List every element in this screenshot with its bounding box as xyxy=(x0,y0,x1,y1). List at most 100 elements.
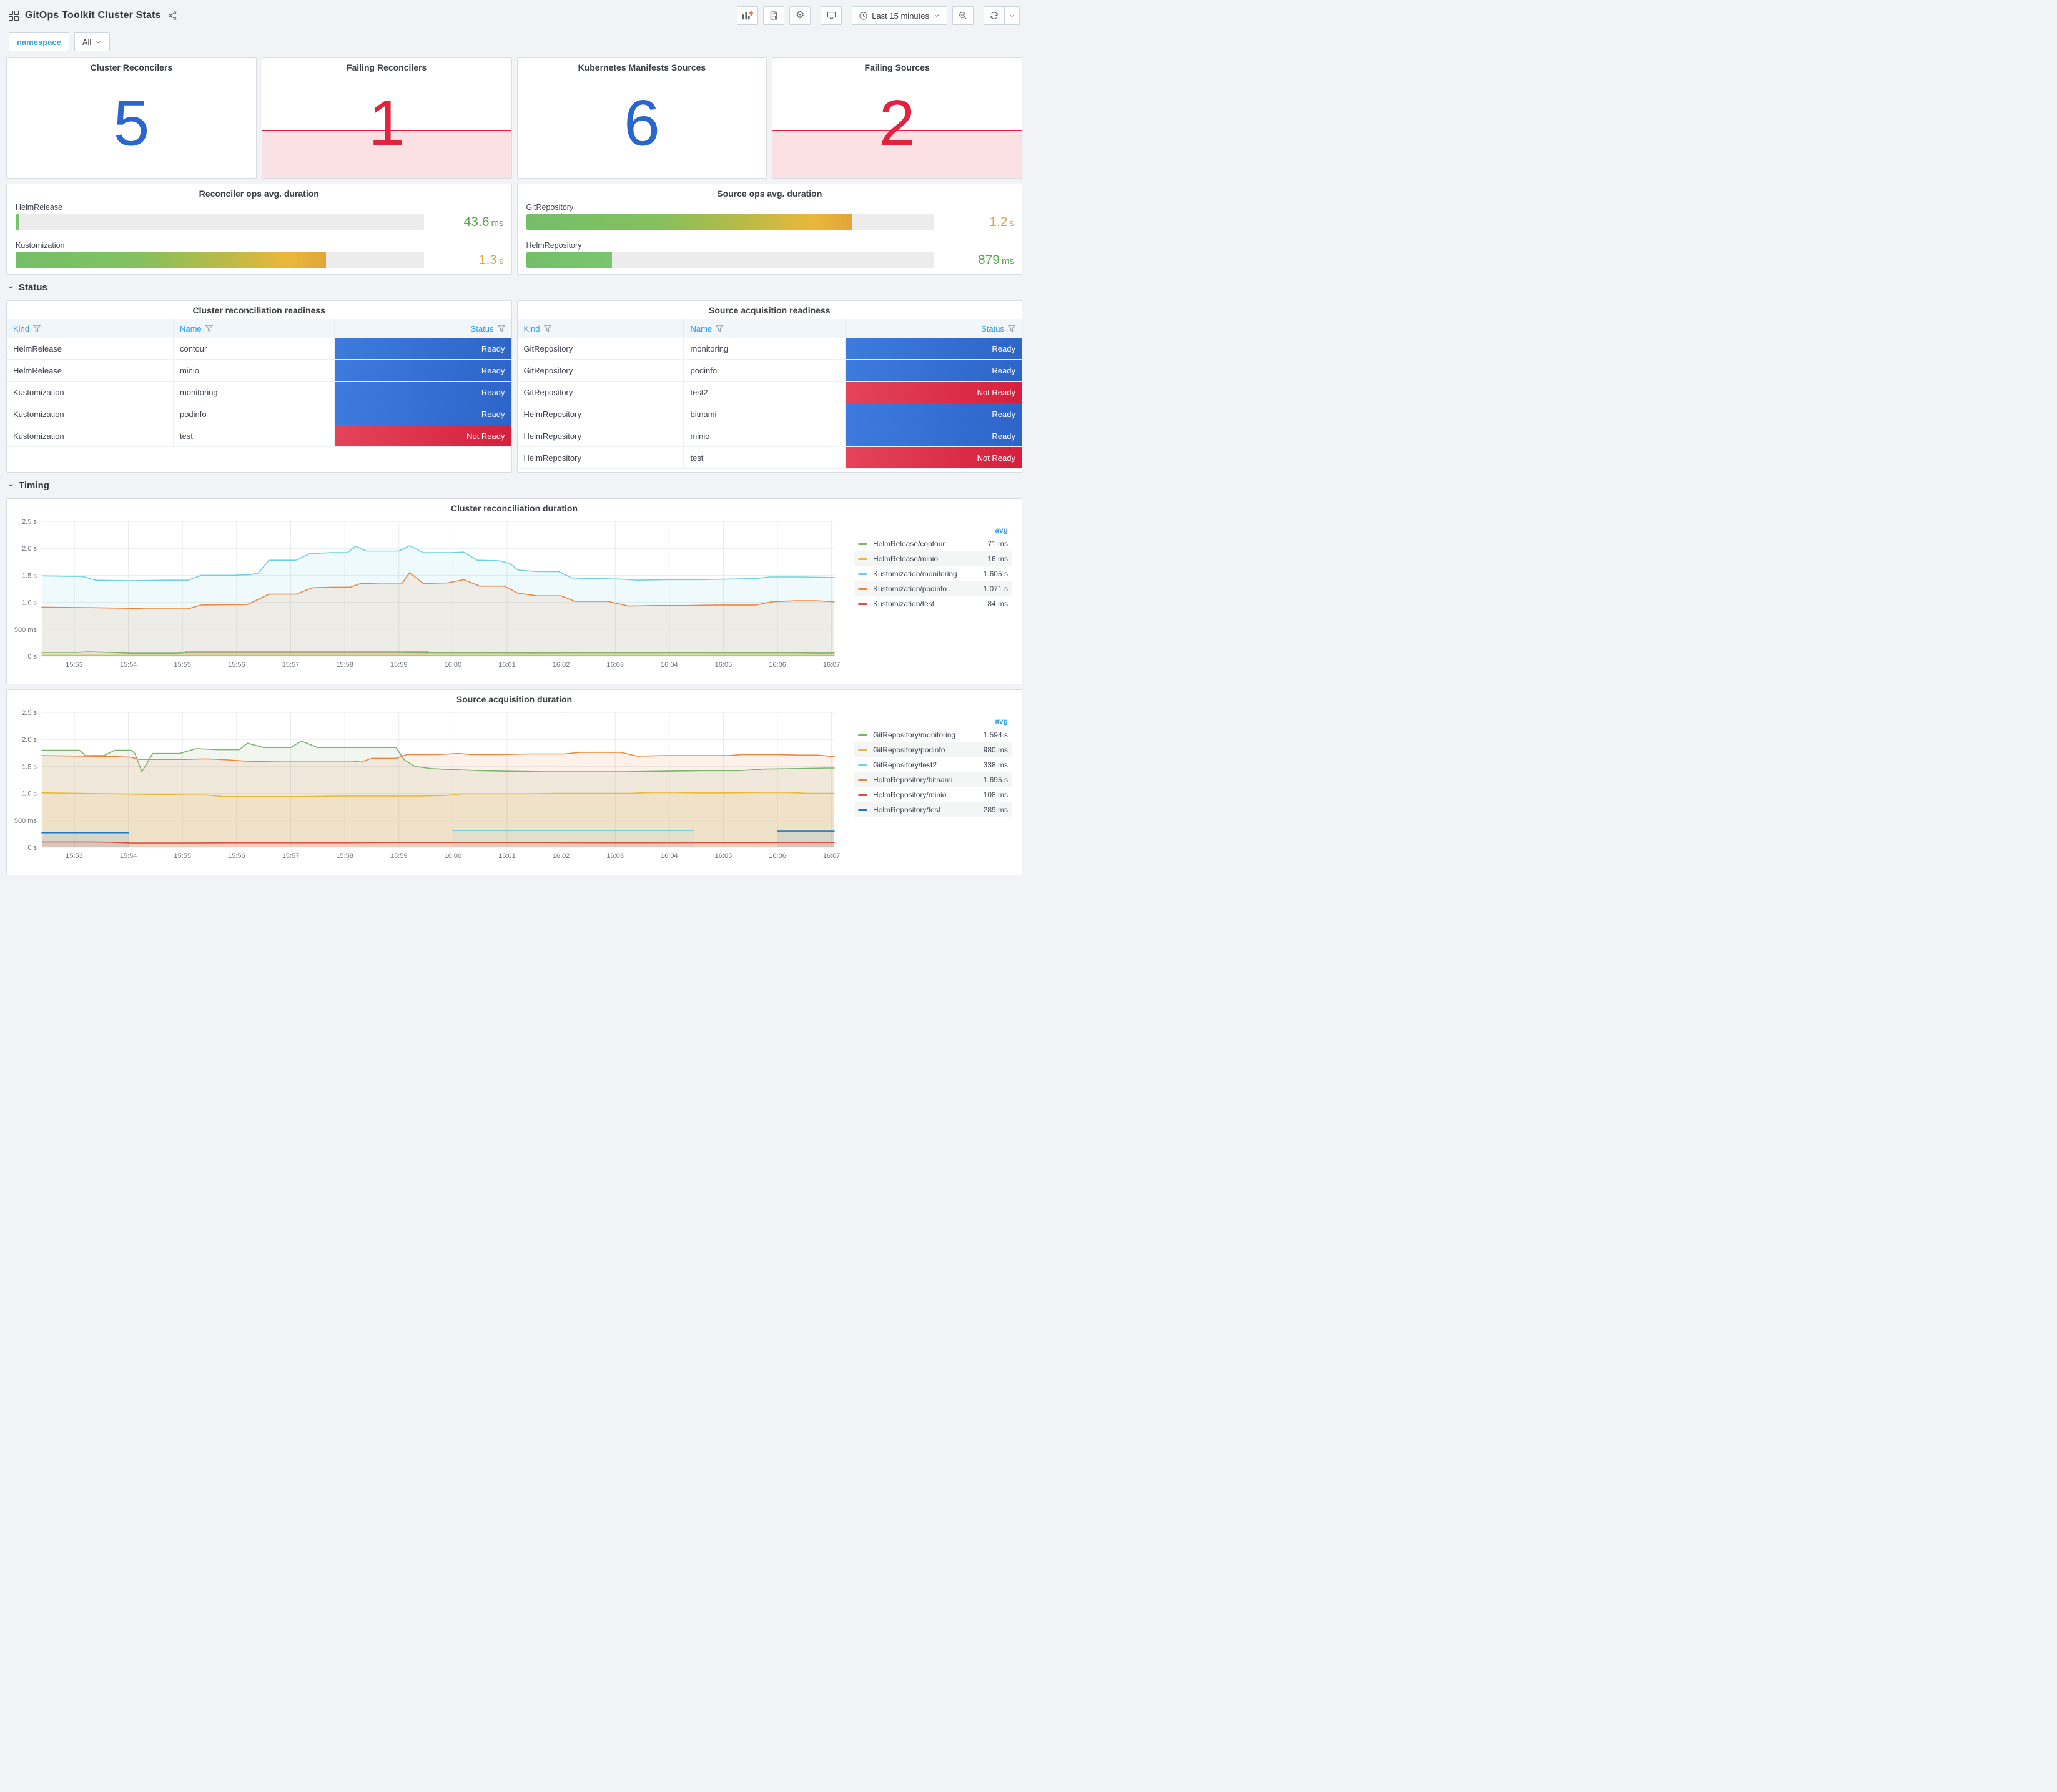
sparkline-fill xyxy=(262,131,511,178)
svg-text:15:53: 15:53 xyxy=(66,852,83,860)
table-row: GitRepository test2 Not Ready xyxy=(517,381,1022,403)
svg-text:15:53: 15:53 xyxy=(66,661,83,669)
gauge-value: 43.6 ms xyxy=(463,215,504,229)
legend-series-name[interactable]: GitRepository/monitoring xyxy=(873,731,956,739)
legend-avg-header[interactable]: avg xyxy=(995,717,1008,726)
legend-item: GitRepository/monitoring 1.594 s xyxy=(854,727,1012,742)
table-panel-source-readiness: Source acquisition readiness Kind Name S… xyxy=(516,300,1022,473)
legend-series-name[interactable]: GitRepository/test2 xyxy=(873,761,937,769)
time-series-plot[interactable]: 0 s 500 ms 1.0 s 1.5 s 2.0 s 2.5 s 15:53 15:54 1… xyxy=(9,706,843,864)
chevron-down-icon xyxy=(1010,14,1014,17)
dashboard-header: GitOps Toolkit Cluster Stats ⚙ xyxy=(0,0,1028,29)
legend-series-name[interactable]: GitRepository/podinfo xyxy=(873,746,945,754)
column-header-name[interactable]: Name xyxy=(683,319,846,338)
svg-text:1.5 s: 1.5 s xyxy=(22,572,37,579)
svg-text:2.5 s: 2.5 s xyxy=(22,709,37,717)
filter-icon[interactable] xyxy=(1008,325,1015,332)
panel-title[interactable]: Source acquisition readiness xyxy=(708,305,831,315)
legend-series-name[interactable]: HelmRepository/test xyxy=(873,805,941,814)
refresh-button[interactable] xyxy=(984,6,1005,25)
gauge-track xyxy=(16,214,424,230)
variable-namespace-label: namespace xyxy=(9,32,69,51)
legend-series-name[interactable]: Kustomization/test xyxy=(873,599,935,608)
section-header-timing[interactable]: Timing xyxy=(6,478,1022,493)
legend-series-avg: 289 ms xyxy=(983,805,1008,814)
table-row: HelmRepository test Not Ready xyxy=(517,446,1022,469)
chart-panel-cluster-reconciliation-duration: Cluster reconciliation duration 0 s 500 m… xyxy=(6,498,1022,684)
svg-text:16:06: 16:06 xyxy=(769,661,786,669)
section-header-status[interactable]: Status xyxy=(6,280,1022,295)
gauge-fill xyxy=(526,252,612,268)
svg-text:15:57: 15:57 xyxy=(282,852,300,860)
gauge-value: 879 ms xyxy=(977,253,1014,267)
dashboard-settings-button[interactable]: ⚙ xyxy=(789,6,811,25)
legend-avg-header[interactable]: avg xyxy=(995,526,1008,534)
legend-series-name[interactable]: HelmRepository/bitnami xyxy=(873,775,953,784)
legend-series-avg: 1.605 s xyxy=(983,569,1008,578)
page-title: GitOps Toolkit Cluster Stats xyxy=(25,10,161,21)
legend-series-avg: 84 ms xyxy=(987,599,1008,608)
column-header-kind[interactable]: Kind xyxy=(7,319,174,338)
legend-series-name[interactable]: Kustomization/monitoring xyxy=(873,569,957,578)
share-icon[interactable] xyxy=(167,11,177,21)
panel-title[interactable]: Cluster reconciliation readiness xyxy=(192,305,325,315)
stat-panel-cluster-reconcilers: Cluster Reconcilers 5 xyxy=(6,57,257,179)
legend-series-color xyxy=(858,749,867,751)
panel-title[interactable]: Source acquisition duration xyxy=(456,694,573,704)
column-header-status[interactable]: Status xyxy=(845,319,1022,338)
legend-item: HelmRelease/contour 71 ms xyxy=(854,536,1012,551)
legend-series-name[interactable]: HelmRepository/minio xyxy=(873,790,947,799)
gauge-item-helmrelease: HelmRelease 43.6 ms xyxy=(16,203,504,230)
filter-icon[interactable] xyxy=(205,325,213,332)
variable-namespace-dropdown[interactable]: All xyxy=(74,32,111,51)
legend-series-color xyxy=(858,543,867,545)
time-series-plot[interactable]: 0 s 500 ms 1.0 s 1.5 s 2.0 s 2.5 s 15:53 15:54 1… xyxy=(9,515,843,672)
chart-legend: avg HelmRelease/contour 71 ms HelmRelease/m… xyxy=(843,524,1018,682)
cell-kind: GitRepository xyxy=(517,381,684,403)
column-header-name[interactable]: Name xyxy=(173,319,335,338)
legend-series-name[interactable]: HelmRelease/minio xyxy=(873,554,939,563)
panel-title[interactable]: Cluster reconciliation duration xyxy=(450,503,578,513)
column-header-status[interactable]: Status xyxy=(334,319,511,338)
table-row: GitRepository podinfo Ready xyxy=(517,359,1022,382)
filter-icon[interactable] xyxy=(497,325,505,332)
status-badge: Ready xyxy=(845,338,1022,359)
table-body: HelmRelease contour Ready HelmRelease minio R… xyxy=(7,338,511,447)
panel-title[interactable]: Cluster Reconcilers xyxy=(90,62,173,72)
cell-name: podinfo xyxy=(173,403,335,425)
filter-icon[interactable] xyxy=(716,325,724,332)
zoom-out-icon xyxy=(959,12,967,19)
gauge-fill xyxy=(526,214,853,230)
refresh-icon xyxy=(990,12,998,19)
cell-kind: GitRepository xyxy=(517,338,684,360)
zoom-out-button[interactable] xyxy=(952,6,974,25)
svg-text:16:07: 16:07 xyxy=(823,661,841,669)
filter-icon[interactable] xyxy=(33,325,41,332)
legend-series-avg: 980 ms xyxy=(983,746,1008,754)
panel-title[interactable]: Source ops avg. duration xyxy=(717,189,822,199)
panel-title[interactable]: Kubernetes Manifests Sources xyxy=(578,62,706,72)
time-range-picker[interactable]: Last 15 minutes xyxy=(852,6,947,25)
panel-title[interactable]: Failing Sources xyxy=(864,62,930,72)
legend-series-name[interactable]: Kustomization/podinfo xyxy=(873,584,947,593)
cell-status: Ready xyxy=(845,359,1022,382)
table-row: Kustomization podinfo Ready xyxy=(7,403,511,425)
svg-text:15:55: 15:55 xyxy=(174,852,191,860)
gauge-fill xyxy=(16,214,19,230)
tables-row: Cluster reconciliation readiness Kind Na… xyxy=(6,300,1022,473)
refresh-interval-dropdown[interactable] xyxy=(1005,6,1020,25)
gauge-label: Kustomization xyxy=(16,241,65,250)
filter-icon[interactable] xyxy=(543,325,551,332)
section-label: Status xyxy=(19,282,47,293)
gauge-panel-reconciler-ops: Reconciler ops avg. duration HelmRelease… xyxy=(6,184,512,275)
tv-mode-button[interactable] xyxy=(821,6,842,25)
cell-name: test xyxy=(173,425,335,447)
panel-title[interactable]: Failing Reconcilers xyxy=(346,62,427,72)
column-header-kind[interactable]: Kind xyxy=(517,319,684,338)
add-panel-button[interactable] xyxy=(737,6,759,25)
gear-icon: ⚙ xyxy=(796,10,805,21)
save-dashboard-button[interactable] xyxy=(763,6,785,25)
svg-text:15:54: 15:54 xyxy=(120,852,137,860)
legend-series-name[interactable]: HelmRelease/contour xyxy=(873,539,945,548)
panel-title[interactable]: Reconciler ops avg. duration xyxy=(199,189,319,199)
